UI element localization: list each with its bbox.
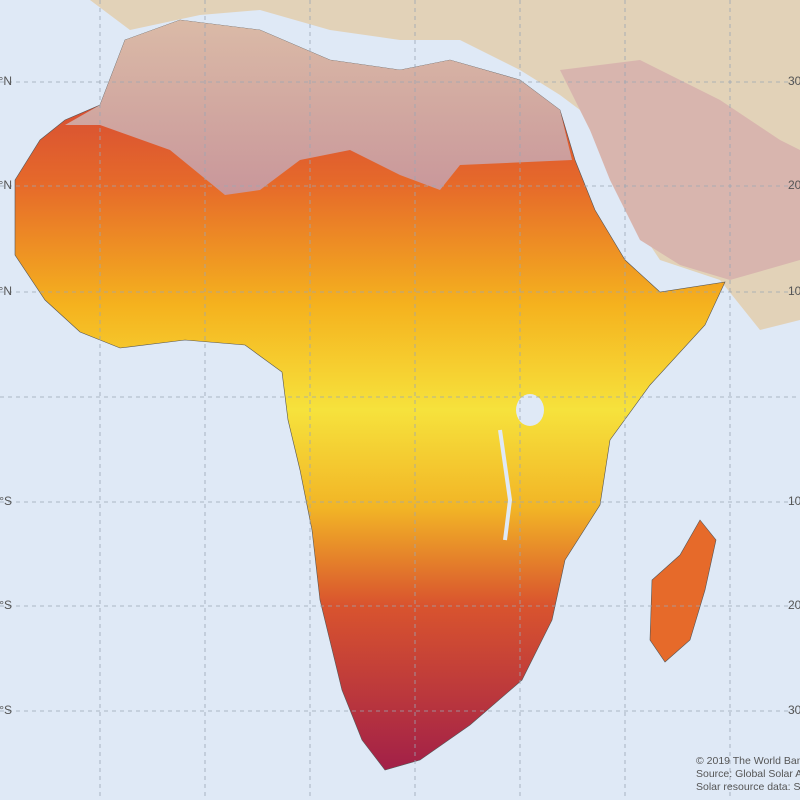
lat-label: 30°N	[788, 74, 800, 88]
attribution: Source: Global Solar Atlas 2.0	[696, 768, 800, 780]
lat-label: 10°S	[788, 494, 800, 508]
lat-label: 20°S	[788, 598, 800, 612]
lat-label: 20°N	[788, 178, 800, 192]
labels: 30°N 20°N 10°N 10°S 20°S 30°S 30°N 20°N 10°N 10°S…	[0, 74, 800, 793]
attribution: Solar resource data: Solargis	[696, 781, 800, 793]
lat-label: 30°N	[0, 74, 12, 88]
lat-label: 30°S	[788, 703, 800, 717]
sahara-overlay	[65, 20, 572, 195]
lat-label: 20°S	[0, 598, 12, 612]
lat-label: 30°S	[0, 703, 12, 717]
lat-label: 10°S	[0, 494, 12, 508]
lat-label: 20°N	[0, 178, 12, 192]
lake-victoria	[516, 394, 544, 426]
arabia	[560, 60, 800, 280]
lake-tanganyika	[498, 429, 513, 541]
lat-label: 10°N	[788, 284, 800, 298]
lat-label: 10°N	[0, 284, 12, 298]
madagascar	[649, 519, 717, 663]
attribution: © 2019 The World Bank	[696, 755, 800, 767]
